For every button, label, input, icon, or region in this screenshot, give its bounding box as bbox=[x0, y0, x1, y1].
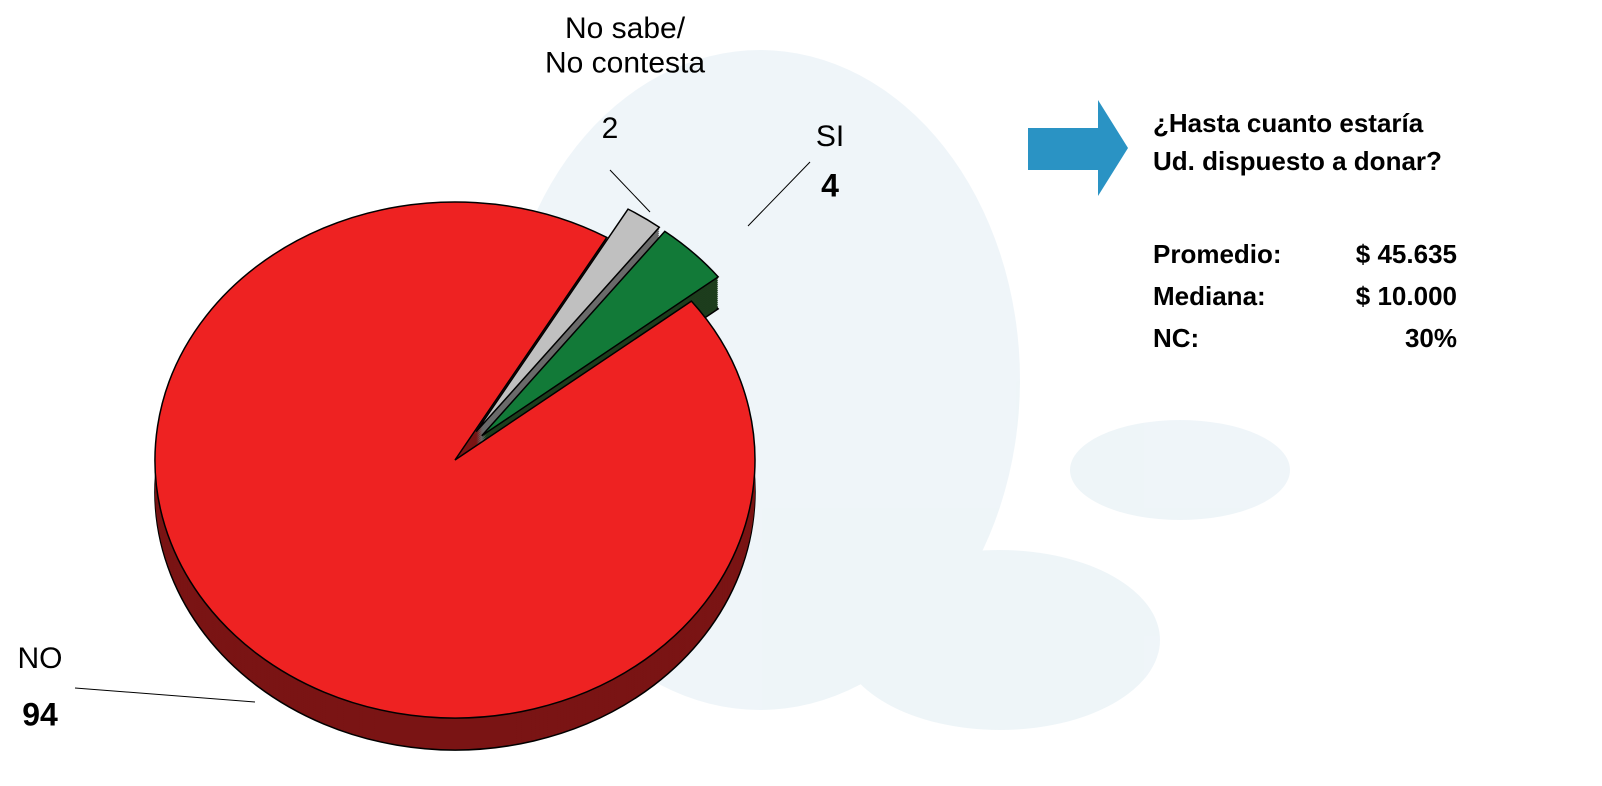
value-label: 4 bbox=[821, 167, 839, 203]
question: Ud. dispuesto a donar? bbox=[1153, 146, 1442, 176]
stat-label: Promedio: bbox=[1153, 239, 1282, 269]
slice bbox=[481, 230, 720, 437]
slice-label: No sabe/No contesta bbox=[545, 12, 705, 80]
pie: NO 94 No sabe/No contesta 2 SI 4 bbox=[18, 12, 844, 751]
question: ¿Hasta cuanto estaría bbox=[1153, 108, 1424, 138]
leader-line bbox=[609, 169, 651, 213]
slice bbox=[154, 201, 756, 719]
stat-value: 30% bbox=[1405, 323, 1457, 353]
stat-value: $ 10.000 bbox=[1356, 281, 1457, 311]
slice-label: SI bbox=[816, 120, 844, 153]
slice bbox=[475, 208, 661, 433]
stat-value: $ 45.635 bbox=[1356, 239, 1457, 269]
value-label: 2 bbox=[602, 112, 619, 145]
value-label: 94 bbox=[22, 696, 58, 732]
leader-line bbox=[74, 687, 256, 703]
stat-label: Mediana: bbox=[1153, 281, 1266, 311]
info-block: ¿Hasta cuanto estaría Ud. dispuesto a don… bbox=[1153, 108, 1457, 353]
leader-line bbox=[747, 161, 811, 227]
slice-label: NO bbox=[18, 642, 63, 675]
stat-label: NC: bbox=[1153, 323, 1199, 353]
arrow bbox=[1028, 100, 1128, 196]
